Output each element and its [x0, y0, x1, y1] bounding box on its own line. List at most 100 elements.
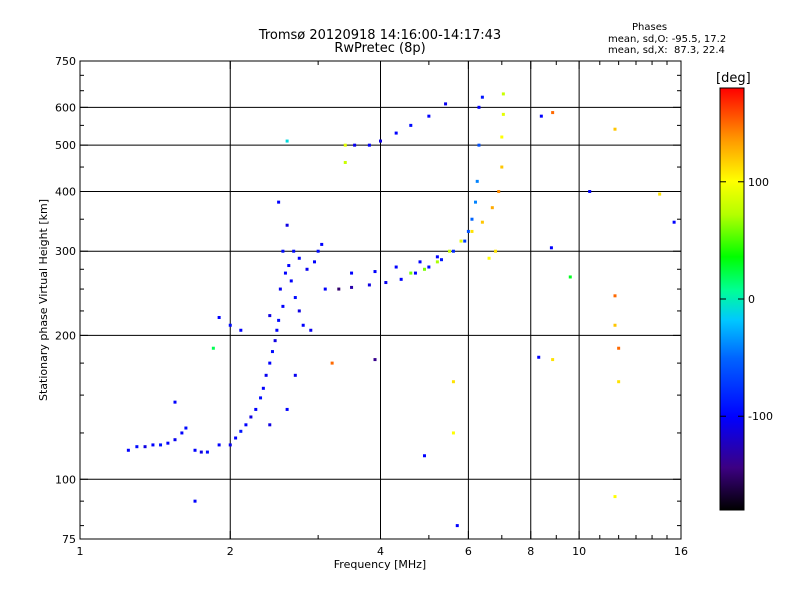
data-point [126, 448, 130, 452]
data-point [448, 249, 452, 253]
data-point [480, 220, 484, 224]
stats-line-o: mean, sd,O: -95.5, 17.2 [608, 34, 727, 45]
data-point [293, 373, 297, 377]
x-tick-label: 4 [377, 545, 384, 558]
y-tick-label: 300 [55, 245, 76, 258]
data-point [184, 426, 188, 430]
data-point [373, 270, 377, 274]
data-point [384, 281, 388, 285]
data-point [490, 206, 494, 210]
data-point [409, 271, 413, 275]
data-point [323, 287, 327, 291]
data-point [270, 350, 274, 354]
x-tick-label: 6 [465, 545, 472, 558]
colorbar-tick-label: 0 [748, 293, 755, 306]
data-point [549, 246, 553, 250]
y-tick-label: 200 [55, 329, 76, 342]
data-point [193, 448, 197, 452]
x-tick-label: 10 [572, 545, 586, 558]
x-tick-label: 1 [77, 545, 84, 558]
y-tick-label: 600 [55, 101, 76, 114]
data-point [475, 179, 479, 183]
data-point [501, 112, 505, 116]
x-tick-label: 16 [674, 545, 688, 558]
colorbar-ticks: 100 0 -100 [720, 176, 773, 423]
data-point [312, 260, 316, 264]
data-point [617, 380, 621, 384]
data-point [539, 114, 543, 118]
data-point [435, 255, 439, 259]
x-axis: 1 2 4 6 8 10 16 [77, 61, 688, 558]
data-point [309, 328, 313, 332]
data-point [281, 304, 285, 308]
x-axis-label: Frequency [MHz] [334, 558, 426, 571]
data-point [551, 358, 555, 362]
data-point [180, 431, 184, 435]
x-tick-label: 2 [227, 545, 234, 558]
data-point [285, 223, 289, 227]
data-point [350, 285, 354, 289]
data-point [470, 229, 474, 233]
data-point [422, 454, 426, 458]
data-point [217, 315, 221, 319]
data-point [268, 423, 272, 427]
data-point [135, 445, 139, 449]
data-point [459, 239, 463, 243]
y-tick-label: 400 [55, 185, 76, 198]
y-tick-label: 75 [62, 533, 76, 546]
data-point [239, 429, 243, 433]
data-point [261, 386, 265, 390]
y-axis-label: Stationary phase Virtual Height [km] [37, 199, 50, 401]
data-point [205, 450, 209, 454]
data-point [166, 441, 170, 445]
data-point [440, 258, 444, 262]
data-point [293, 296, 297, 300]
data-point [477, 105, 481, 109]
data-point [444, 102, 448, 106]
data-points [126, 92, 676, 528]
y-tick-label: 100 [55, 473, 76, 486]
data-point [217, 443, 221, 447]
data-point [268, 361, 272, 365]
data-point [277, 318, 281, 322]
data-point [353, 143, 357, 147]
data-point [285, 139, 289, 143]
data-point [613, 323, 617, 327]
data-point [613, 127, 617, 131]
data-point [477, 143, 481, 147]
data-point [330, 361, 334, 365]
data-point [367, 283, 371, 287]
data-point [173, 438, 177, 442]
data-point [268, 314, 272, 318]
data-point [617, 346, 621, 350]
data-point [211, 346, 215, 350]
data-point [275, 328, 279, 332]
data-point [473, 200, 477, 204]
data-point [451, 249, 455, 253]
data-point [463, 239, 467, 243]
stats-line-x: mean, sd,X: 87.3, 22.4 [608, 45, 725, 56]
data-point [285, 407, 289, 411]
data-point [497, 189, 501, 193]
data-point [283, 271, 287, 275]
data-point [305, 267, 309, 271]
data-point [568, 275, 572, 279]
data-point [551, 111, 555, 115]
data-point [343, 143, 347, 147]
data-point [379, 139, 382, 143]
y-tick-label: 750 [55, 55, 76, 68]
data-point [151, 443, 155, 447]
data-point [451, 380, 455, 384]
colorbar-tick-label: -100 [748, 410, 773, 423]
data-point [316, 249, 320, 253]
data-point [281, 249, 285, 253]
data-point [373, 358, 377, 362]
data-point [254, 407, 258, 411]
chart-subtitle: RwPretec (8p) [334, 41, 426, 56]
data-point [451, 431, 455, 435]
data-point [418, 260, 422, 264]
data-point [427, 265, 431, 269]
data-point [249, 415, 253, 419]
stats-heading: Phases [632, 22, 668, 33]
